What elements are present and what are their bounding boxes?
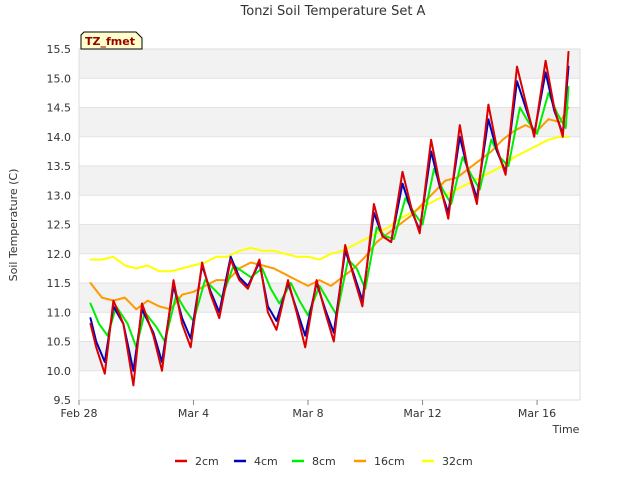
plot-band xyxy=(79,283,580,313)
y-tick-label: 12.5 xyxy=(47,219,72,232)
plot-band xyxy=(79,166,580,196)
y-axis-label: Soil Temperature (C) xyxy=(7,169,20,282)
plot-frame xyxy=(78,48,581,401)
x-axis-ticks: Feb 28 Mar 4 Mar 8 Mar 12 Mar 16 xyxy=(61,400,556,420)
y-tick-label: 9.5 xyxy=(54,394,72,407)
y-tick-label: 10.5 xyxy=(47,336,72,349)
plot-band xyxy=(79,370,580,400)
x-axis-label: Time xyxy=(552,423,580,436)
y-tick-label: 11.0 xyxy=(47,306,72,319)
series-line-2cm xyxy=(89,50,570,387)
x-tick-label: Feb 28 xyxy=(61,407,98,420)
y-tick-label: 12.0 xyxy=(47,248,72,261)
x-tick-label: Mar 8 xyxy=(292,407,323,420)
legend-item-16cm: 16cm xyxy=(354,455,405,468)
legend-label: 16cm xyxy=(374,455,405,468)
legend-item-8cm: 8cm xyxy=(292,455,336,468)
plot-band xyxy=(79,107,580,137)
plot-band xyxy=(79,78,580,108)
series-line-32cm xyxy=(89,135,570,273)
legend-label: 4cm xyxy=(254,455,278,468)
legend-item-4cm: 4cm xyxy=(234,455,278,468)
plot-band xyxy=(79,253,580,283)
legend-item-32cm: 32cm xyxy=(422,455,473,468)
y-tick-label: 13.5 xyxy=(47,160,72,173)
legend-label: 32cm xyxy=(442,455,473,468)
plot-band xyxy=(79,49,580,79)
plot-bands xyxy=(79,49,580,400)
plot-band xyxy=(79,195,580,225)
plot-band xyxy=(79,224,580,254)
y-tick-label: 14.0 xyxy=(47,131,72,144)
site-badge: TZ_fmet xyxy=(80,31,143,50)
y-tick-label: 10.0 xyxy=(47,365,72,378)
y-tick-label: 14.5 xyxy=(47,102,72,115)
y-tick-label: 11.5 xyxy=(47,277,72,290)
site-badge-label: TZ_fmet xyxy=(85,35,135,48)
series-lines xyxy=(89,50,570,387)
y-tick-label: 15.0 xyxy=(47,72,72,85)
y-axis-ticks: 9.5 10.0 10.5 11.0 11.5 12.0 12.5 13.0 13.5 14.0 1… xyxy=(47,43,72,407)
y-tick-label: 13.0 xyxy=(47,189,72,202)
plot-band xyxy=(79,341,580,371)
x-tick-label: Mar 12 xyxy=(403,407,441,420)
x-tick-label: Mar 16 xyxy=(518,407,556,420)
legend: 2cm 4cm 8cm 16cm 32cm xyxy=(175,455,473,468)
y-tick-label: 15.5 xyxy=(47,43,72,56)
chart-title: Tonzi Soil Temperature Set A xyxy=(240,4,426,19)
legend-label: 2cm xyxy=(195,455,219,468)
legend-label: 8cm xyxy=(312,455,336,468)
x-tick-label: Mar 4 xyxy=(178,407,209,420)
legend-item-2cm: 2cm xyxy=(175,455,219,468)
site-badge-shape xyxy=(80,31,143,50)
